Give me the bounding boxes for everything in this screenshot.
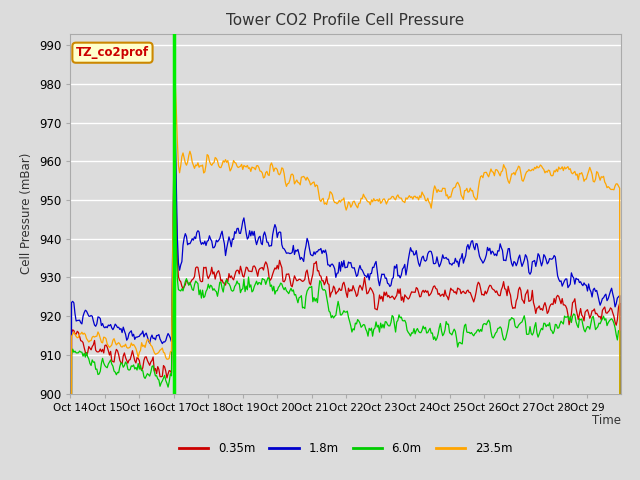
X-axis label: Time: Time — [592, 414, 621, 427]
Text: TZ_co2prof: TZ_co2prof — [76, 46, 149, 59]
Legend: 0.35m, 1.8m, 6.0m, 23.5m: 0.35m, 1.8m, 6.0m, 23.5m — [174, 437, 517, 460]
Title: Tower CO2 Profile Cell Pressure: Tower CO2 Profile Cell Pressure — [227, 13, 465, 28]
Y-axis label: Cell Pressure (mBar): Cell Pressure (mBar) — [20, 153, 33, 274]
